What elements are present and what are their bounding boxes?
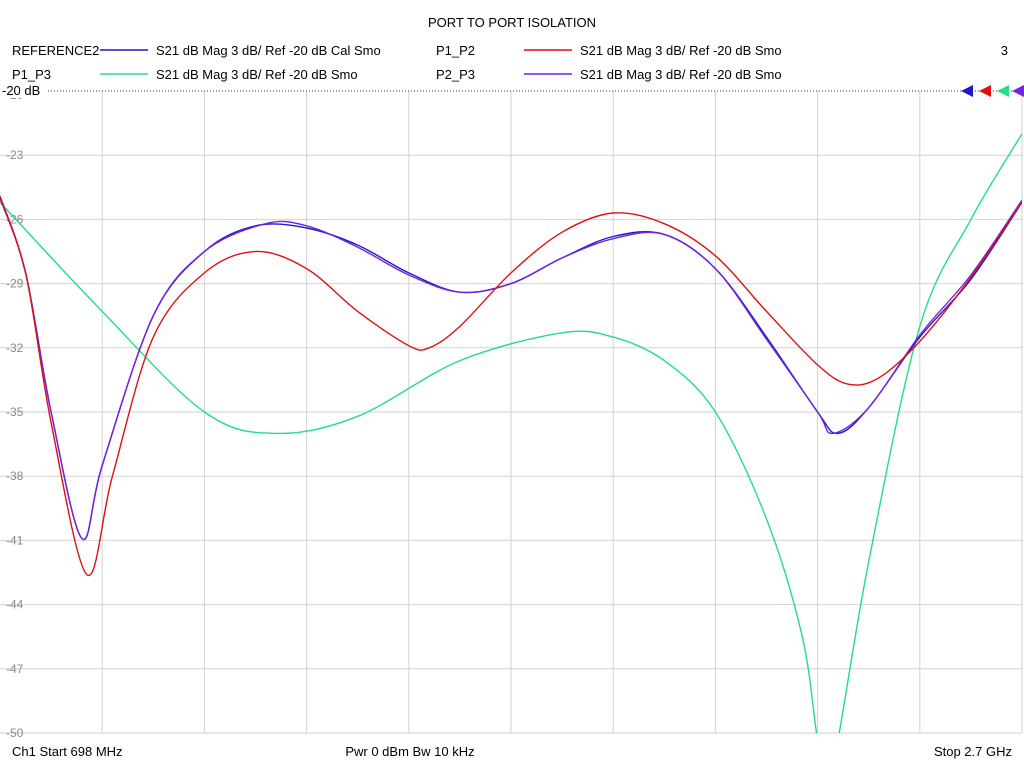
y-tick-label: -23 (6, 148, 24, 162)
plot-grid (0, 91, 1023, 734)
ref-marker-p1-p2 (979, 85, 991, 97)
y-tick-label: -47 (6, 662, 24, 676)
ref-marker-p1-p3 (997, 85, 1009, 97)
ref-marker-p2-p3 (1012, 85, 1024, 97)
legend-desc-p1-p3: S21 dB Mag 3 dB/ Ref -20 dB Smo (156, 67, 358, 82)
channel-count: 3 (1001, 43, 1008, 58)
legend-name-p1-p3: P1_P3 (12, 67, 51, 82)
y-tick-label: -41 (6, 533, 24, 547)
y-tick-label: -32 (6, 341, 24, 355)
reference-label: -20 dB (2, 83, 40, 98)
legend-desc-p1-p2: S21 dB Mag 3 dB/ Ref -20 dB Smo (580, 43, 782, 58)
reference-label-bg (0, 82, 46, 98)
legend-desc-reference2: S21 dB Mag 3 dB/ Ref -20 dB Cal Smo (156, 43, 381, 58)
legend: REFERENCE2 S21 dB Mag 3 dB/ Ref -20 dB C… (12, 43, 1008, 82)
traces (0, 133, 1022, 733)
footer-stop: Stop 2.7 GHz (934, 744, 1012, 759)
legend-name-reference2: REFERENCE2 (12, 43, 99, 58)
legend-name-p1-p2: P1_P2 (436, 43, 475, 58)
legend-name-p2-p3: P2_P3 (436, 67, 475, 82)
trace-p2-p3 (0, 195, 1022, 541)
ref-marker-reference2 (961, 85, 973, 97)
trace-p1-p2 (0, 197, 1022, 577)
legend-desc-p2-p3: S21 dB Mag 3 dB/ Ref -20 dB Smo (580, 67, 782, 82)
y-tick-labels: -20-23-26-29-32-35-38-41-44-47-50 (6, 88, 24, 740)
chart-title: PORT TO PORT ISOLATION (428, 15, 596, 30)
trace-p1-p3 (0, 133, 1022, 733)
y-tick-label: -50 (6, 726, 24, 740)
y-tick-label: -38 (6, 469, 24, 483)
y-tick-label: -44 (6, 598, 24, 612)
footer-power: Pwr 0 dBm Bw 10 kHz (345, 744, 474, 759)
reference-markers (961, 85, 1024, 97)
y-tick-label: -29 (6, 277, 24, 291)
footer-start: Ch1 Start 698 MHz (12, 744, 123, 759)
y-tick-label: -35 (6, 405, 24, 419)
